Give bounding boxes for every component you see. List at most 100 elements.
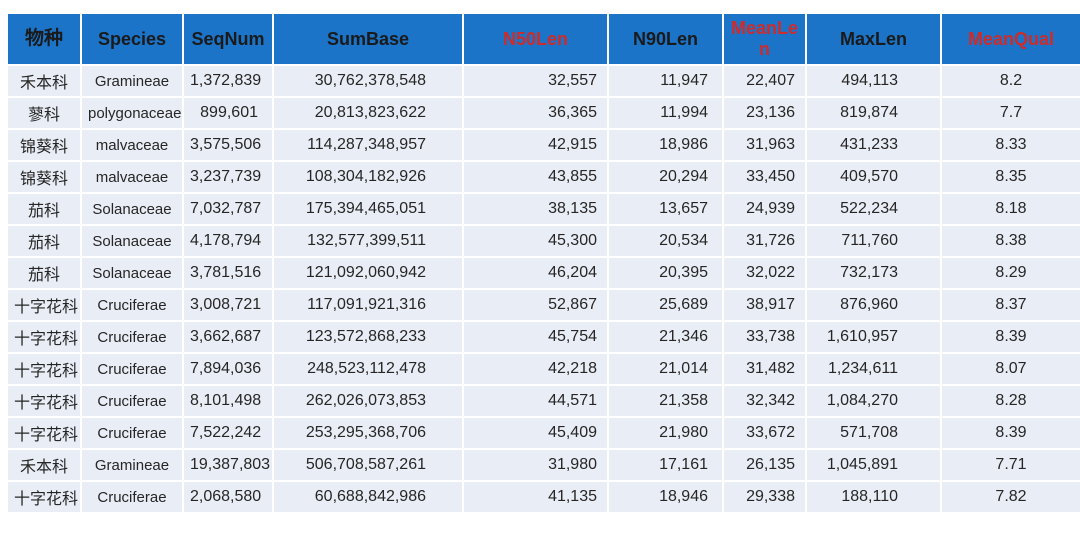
table-cell: 253,295,368,706 <box>272 416 464 450</box>
column-header-4: SumBase <box>272 12 464 66</box>
table-cell: 3,781,516 <box>182 256 274 290</box>
table-cell: 22,407 <box>722 64 807 98</box>
table-cell: 45,300 <box>462 224 609 258</box>
table-cell: 8,101,498 <box>182 384 274 418</box>
table-cell: 121,092,060,942 <box>272 256 464 290</box>
table-cell: 36,365 <box>462 96 609 130</box>
table-row: 茄科 Solanaceae 3,781,516 121,092,060,942 46,2… <box>6 256 1080 290</box>
table-cell: Cruciferae <box>80 288 184 322</box>
table-cell: 31,980 <box>462 448 609 482</box>
table-cell: 8.39 <box>940 320 1080 354</box>
column-header-8: MaxLen <box>805 12 942 66</box>
table-cell: 21,346 <box>607 320 724 354</box>
table-cell: 20,294 <box>607 160 724 194</box>
table-cell: 十字花科 <box>6 384 82 418</box>
table-cell: 8.39 <box>940 416 1080 450</box>
table-cell: 114,287,348,957 <box>272 128 464 162</box>
table-cell: 108,304,182,926 <box>272 160 464 194</box>
table-cell: 43,855 <box>462 160 609 194</box>
table-cell: Cruciferae <box>80 320 184 354</box>
table-cell: 60,688,842,986 <box>272 480 464 514</box>
table-cell: 409,570 <box>805 160 942 194</box>
table-cell: Solanaceae <box>80 224 184 258</box>
table-cell: 7,032,787 <box>182 192 274 226</box>
table-row: 茄科 Solanaceae 4,178,794 132,577,399,511 45,3… <box>6 224 1080 258</box>
table-cell: 33,738 <box>722 320 807 354</box>
table-cell: 11,947 <box>607 64 724 98</box>
column-header-1: 物种 <box>6 12 82 66</box>
table-cell: 132,577,399,511 <box>272 224 464 258</box>
table-cell: 4,178,794 <box>182 224 274 258</box>
table-cell: 26,135 <box>722 448 807 482</box>
table-cell: malvaceae <box>80 128 184 162</box>
column-header-5: N50Len <box>462 12 609 66</box>
table-cell: 42,218 <box>462 352 609 386</box>
table-cell: 506,708,587,261 <box>272 448 464 482</box>
table-cell: 3,575,506 <box>182 128 274 162</box>
table-cell: 42,915 <box>462 128 609 162</box>
table-cell: 25,689 <box>607 288 724 322</box>
table-cell: 20,534 <box>607 224 724 258</box>
table-cell: 117,091,921,316 <box>272 288 464 322</box>
column-header-9: MeanQual <box>940 12 1080 66</box>
table-cell: 2,068,580 <box>182 480 274 514</box>
table-cell: 8.2 <box>940 64 1080 98</box>
table-cell: polygonaceae <box>80 96 184 130</box>
table-cell: 17,161 <box>607 448 724 482</box>
table-cell: 8.07 <box>940 352 1080 386</box>
table-cell: 45,409 <box>462 416 609 450</box>
table-cell: 899,601 <box>182 96 274 130</box>
table-cell: Solanaceae <box>80 256 184 290</box>
table-cell: 20,395 <box>607 256 724 290</box>
table-row: 茄科 Solanaceae 7,032,787 175,394,465,051 38,1… <box>6 192 1080 226</box>
table-cell: 32,557 <box>462 64 609 98</box>
table-cell: 1,234,611 <box>805 352 942 386</box>
table-cell: Solanaceae <box>80 192 184 226</box>
table-cell: 52,867 <box>462 288 609 322</box>
table-cell: 1,610,957 <box>805 320 942 354</box>
table-cell: 29,338 <box>722 480 807 514</box>
table-cell: 45,754 <box>462 320 609 354</box>
table-cell: 21,014 <box>607 352 724 386</box>
table-cell: 十字花科 <box>6 288 82 322</box>
table-cell: Cruciferae <box>80 352 184 386</box>
table-row: 十字花科 Cruciferae 3,662,687 123,572,868,233 45… <box>6 320 1080 354</box>
table-cell: Gramineae <box>80 448 184 482</box>
table-cell: 3,237,739 <box>182 160 274 194</box>
table-cell: 锦葵科 <box>6 160 82 194</box>
table-row: 十字花科 Cruciferae 7,522,242 253,295,368,706 45… <box>6 416 1080 450</box>
table-cell: 1,045,891 <box>805 448 942 482</box>
table-cell: Gramineae <box>80 64 184 98</box>
table-cell: 21,358 <box>607 384 724 418</box>
table-cell: 24,939 <box>722 192 807 226</box>
table-cell: 8.28 <box>940 384 1080 418</box>
table-cell: 十字花科 <box>6 352 82 386</box>
column-header-7: MeanLen <box>722 12 807 66</box>
table-cell: Cruciferae <box>80 480 184 514</box>
table-cell: 711,760 <box>805 224 942 258</box>
table-row: 十字花科 Cruciferae 8,101,498 262,026,073,853 44… <box>6 384 1080 418</box>
table-cell: 571,708 <box>805 416 942 450</box>
species-sequencing-table: 物种 Species SeqNum SumBase N50Len N90Len MeanLe… <box>6 12 1080 514</box>
table-cell: 十字花科 <box>6 416 82 450</box>
table-cell: 33,672 <box>722 416 807 450</box>
table-cell: 248,523,112,478 <box>272 352 464 386</box>
table-cell: 18,986 <box>607 128 724 162</box>
table-cell: 32,342 <box>722 384 807 418</box>
table-cell: Cruciferae <box>80 384 184 418</box>
table-cell: 1,372,839 <box>182 64 274 98</box>
table-cell: 8.29 <box>940 256 1080 290</box>
table-cell: 茄科 <box>6 256 82 290</box>
table-cell: 茄科 <box>6 224 82 258</box>
table-cell: 46,204 <box>462 256 609 290</box>
table-cell: 33,450 <box>722 160 807 194</box>
table-cell: 188,110 <box>805 480 942 514</box>
table-cell: 30,762,378,548 <box>272 64 464 98</box>
table-cell: 31,963 <box>722 128 807 162</box>
table-cell: 262,026,073,853 <box>272 384 464 418</box>
table-cell: 19,387,803 <box>182 448 274 482</box>
table-cell: 1,084,270 <box>805 384 942 418</box>
table-cell: 禾本科 <box>6 448 82 482</box>
table-cell: 41,135 <box>462 480 609 514</box>
table-cell: 38,135 <box>462 192 609 226</box>
